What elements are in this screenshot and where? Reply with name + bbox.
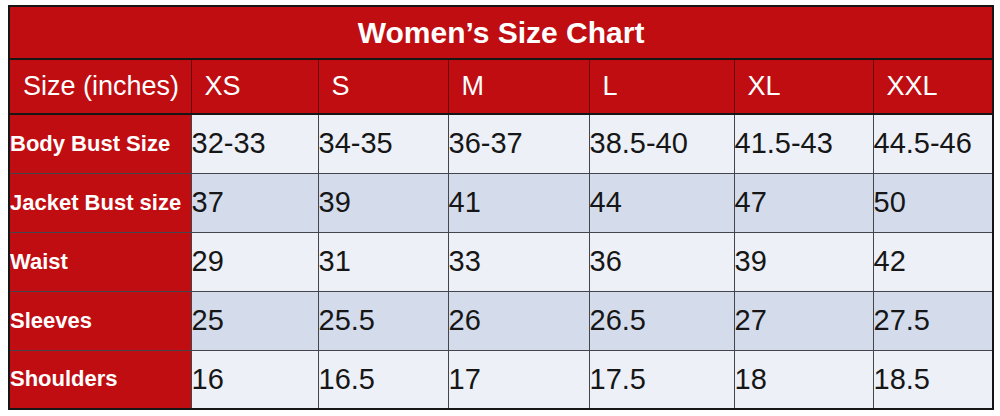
womens-size-chart-table: Women’s Size Chart Size (inches) XS S M … — [8, 5, 994, 410]
value-cell: 39 — [318, 173, 448, 232]
value-cell: 38.5-40 — [589, 114, 734, 173]
value-cell: 36 — [589, 232, 734, 291]
table-row-shoulders: Shoulders 16 16.5 17 17.5 18 18.5 — [9, 350, 993, 409]
value-cell: 17 — [448, 350, 589, 409]
row-label-sleeves: Sleeves — [9, 291, 191, 350]
table-row-body-bust: Body Bust Size 32-33 34-35 36-37 38.5-40… — [9, 114, 993, 173]
value-cell: 29 — [191, 232, 318, 291]
value-cell: 36-37 — [448, 114, 589, 173]
table-header-row: Size (inches) XS S M L XL XXL — [9, 59, 993, 114]
row-label-shoulders: Shoulders — [9, 350, 191, 409]
row-label-body-bust: Body Bust Size — [9, 114, 191, 173]
header-l: L — [589, 59, 734, 114]
header-size-inches: Size (inches) — [9, 59, 191, 114]
value-cell: 44.5-46 — [873, 114, 993, 173]
value-cell: 39 — [734, 232, 873, 291]
value-cell: 33 — [448, 232, 589, 291]
header-xxl: XXL — [873, 59, 993, 114]
value-cell: 37 — [191, 173, 318, 232]
value-cell: 41.5-43 — [734, 114, 873, 173]
table-title-row: Women’s Size Chart — [9, 6, 993, 59]
value-cell: 18 — [734, 350, 873, 409]
value-cell: 47 — [734, 173, 873, 232]
size-chart-container: Women’s Size Chart Size (inches) XS S M … — [8, 5, 992, 410]
value-cell: 34-35 — [318, 114, 448, 173]
row-label-jacket-bust: Jacket Bust size — [9, 173, 191, 232]
value-cell: 31 — [318, 232, 448, 291]
value-cell: 41 — [448, 173, 589, 232]
value-cell: 50 — [873, 173, 993, 232]
value-cell: 25 — [191, 291, 318, 350]
chart-title: Women’s Size Chart — [9, 6, 993, 59]
header-s: S — [318, 59, 448, 114]
value-cell: 32-33 — [191, 114, 318, 173]
value-cell: 27.5 — [873, 291, 993, 350]
table-row-sleeves: Sleeves 25 25.5 26 26.5 27 27.5 — [9, 291, 993, 350]
value-cell: 17.5 — [589, 350, 734, 409]
row-label-waist: Waist — [9, 232, 191, 291]
value-cell: 16 — [191, 350, 318, 409]
value-cell: 42 — [873, 232, 993, 291]
value-cell: 27 — [734, 291, 873, 350]
value-cell: 44 — [589, 173, 734, 232]
table-row-waist: Waist 29 31 33 36 39 42 — [9, 232, 993, 291]
header-m: M — [448, 59, 589, 114]
header-xl: XL — [734, 59, 873, 114]
value-cell: 25.5 — [318, 291, 448, 350]
value-cell: 18.5 — [873, 350, 993, 409]
header-xs: XS — [191, 59, 318, 114]
value-cell: 26.5 — [589, 291, 734, 350]
value-cell: 16.5 — [318, 350, 448, 409]
value-cell: 26 — [448, 291, 589, 350]
table-row-jacket-bust: Jacket Bust size 37 39 41 44 47 50 — [9, 173, 993, 232]
